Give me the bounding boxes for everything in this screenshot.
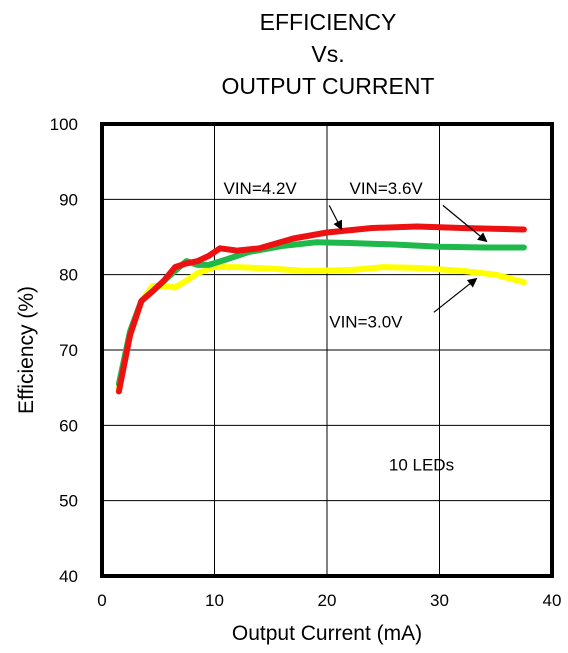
grid-lines <box>102 124 552 576</box>
y-tick-label: 40 <box>59 567 78 586</box>
chart-title: EFFICIENCY Vs. OUTPUT CURRENT <box>222 9 435 99</box>
title-line-1: EFFICIENCY <box>260 9 397 35</box>
y-tick-label: 100 <box>50 115 78 134</box>
x-tick-label: 10 <box>205 591 224 610</box>
title-line-2: Vs. <box>311 41 344 67</box>
annotations: VIN=4.2V VIN=3.6V VIN=3.0V 10 LEDs <box>224 179 488 475</box>
series-line-vin-4-2v <box>115 223 527 395</box>
y-tick-label: 70 <box>59 341 78 360</box>
tick-labels: 0 10 20 30 40 40 50 60 70 80 90 100 <box>50 115 562 610</box>
annotation-arrow-3 <box>433 277 478 313</box>
annotation-arrow-1 <box>328 205 343 231</box>
series-lines <box>115 223 527 395</box>
x-tick-label: 20 <box>318 591 337 610</box>
y-tick-label: 90 <box>59 190 78 209</box>
y-tick-label: 50 <box>59 492 78 511</box>
annotation-label-3: VIN=3.0V <box>329 312 403 331</box>
x-tick-label: 30 <box>430 591 449 610</box>
x-tick-label: 40 <box>543 591 562 610</box>
x-tick-label: 0 <box>97 591 106 610</box>
series-line-vin-3-0v <box>115 264 527 391</box>
annotation-arrow-2 <box>442 204 488 243</box>
annotation-label-2: VIN=3.6V <box>350 179 424 198</box>
annotation-label-1: VIN=4.2V <box>224 179 298 198</box>
plot-frame <box>100 122 554 578</box>
annotation-label-4: 10 LEDs <box>389 456 454 475</box>
x-axis-label: Output Current (mA) <box>232 622 422 645</box>
y-tick-label: 80 <box>59 266 78 285</box>
axis-labels: Output Current (mA) Efficiency (%) <box>15 286 422 645</box>
y-tick-label: 60 <box>59 416 78 435</box>
title-line-3: OUTPUT CURRENT <box>222 73 435 99</box>
y-axis-label: Efficiency (%) <box>15 286 38 414</box>
